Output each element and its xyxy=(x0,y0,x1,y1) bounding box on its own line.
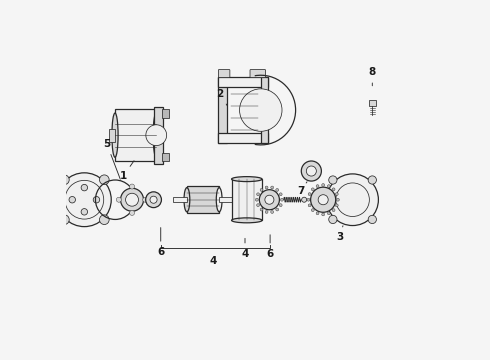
Text: 6: 6 xyxy=(157,228,164,257)
Circle shape xyxy=(368,215,376,224)
FancyBboxPatch shape xyxy=(219,69,230,78)
Circle shape xyxy=(121,188,144,211)
Ellipse shape xyxy=(112,113,118,157)
Ellipse shape xyxy=(153,113,159,157)
Circle shape xyxy=(65,180,104,219)
Bar xyxy=(368,100,376,106)
Bar xyxy=(218,77,269,87)
Bar xyxy=(162,153,169,161)
Circle shape xyxy=(265,211,268,213)
Bar xyxy=(109,129,115,141)
Circle shape xyxy=(332,209,335,212)
Circle shape xyxy=(143,197,148,202)
Text: 1: 1 xyxy=(120,161,134,181)
Circle shape xyxy=(308,193,311,195)
Circle shape xyxy=(265,195,274,204)
Circle shape xyxy=(129,210,135,215)
Circle shape xyxy=(99,175,109,185)
Text: 3: 3 xyxy=(337,226,343,242)
Circle shape xyxy=(265,186,268,189)
Circle shape xyxy=(257,204,260,207)
Bar xyxy=(218,133,269,143)
Text: 6: 6 xyxy=(267,235,274,258)
Text: 7: 7 xyxy=(297,182,307,196)
Circle shape xyxy=(59,175,69,185)
Circle shape xyxy=(322,184,324,186)
Bar xyxy=(261,77,269,143)
Circle shape xyxy=(337,198,339,201)
Bar xyxy=(219,197,237,202)
Circle shape xyxy=(318,195,328,205)
Circle shape xyxy=(129,184,135,189)
Circle shape xyxy=(332,188,335,191)
Text: 8: 8 xyxy=(368,67,376,86)
Circle shape xyxy=(307,198,310,201)
Circle shape xyxy=(302,197,307,202)
Circle shape xyxy=(259,190,279,210)
Circle shape xyxy=(308,204,311,207)
Circle shape xyxy=(59,215,69,225)
Text: 4: 4 xyxy=(241,238,249,258)
Ellipse shape xyxy=(216,188,222,212)
Circle shape xyxy=(306,166,317,176)
Circle shape xyxy=(57,173,111,226)
Circle shape xyxy=(125,193,139,206)
Ellipse shape xyxy=(232,218,262,223)
Circle shape xyxy=(327,212,330,215)
Circle shape xyxy=(329,176,337,184)
Circle shape xyxy=(146,192,161,208)
Circle shape xyxy=(327,185,330,188)
Circle shape xyxy=(276,189,279,192)
Circle shape xyxy=(301,161,321,181)
Circle shape xyxy=(280,198,283,201)
Text: 5: 5 xyxy=(103,139,120,179)
Circle shape xyxy=(93,197,99,203)
Circle shape xyxy=(255,198,258,201)
Circle shape xyxy=(368,176,376,184)
Ellipse shape xyxy=(232,177,262,181)
Circle shape xyxy=(271,186,273,189)
Circle shape xyxy=(99,215,109,225)
FancyBboxPatch shape xyxy=(250,69,266,78)
Circle shape xyxy=(311,187,336,212)
Bar xyxy=(187,186,219,213)
Circle shape xyxy=(322,213,324,216)
Circle shape xyxy=(69,197,75,203)
Circle shape xyxy=(279,193,282,196)
Circle shape xyxy=(276,208,279,211)
Circle shape xyxy=(335,204,338,207)
Circle shape xyxy=(279,204,282,207)
Text: 4: 4 xyxy=(209,256,217,266)
Circle shape xyxy=(116,197,122,202)
Circle shape xyxy=(237,193,251,207)
Bar xyxy=(154,107,164,164)
Circle shape xyxy=(150,196,157,203)
Circle shape xyxy=(336,183,369,216)
Bar xyxy=(232,179,262,220)
Circle shape xyxy=(329,215,337,224)
Circle shape xyxy=(146,125,167,145)
Circle shape xyxy=(81,184,88,191)
Bar xyxy=(172,197,187,202)
Bar xyxy=(218,77,227,143)
Circle shape xyxy=(257,193,260,196)
Circle shape xyxy=(260,208,263,211)
Circle shape xyxy=(335,193,338,195)
Circle shape xyxy=(316,212,319,215)
Bar xyxy=(115,109,156,161)
Circle shape xyxy=(311,188,314,191)
Bar xyxy=(162,109,169,118)
Circle shape xyxy=(271,211,273,213)
Circle shape xyxy=(316,185,319,188)
Text: 2: 2 xyxy=(216,89,227,106)
Circle shape xyxy=(327,174,378,226)
Circle shape xyxy=(81,208,88,215)
Circle shape xyxy=(260,189,263,192)
Circle shape xyxy=(311,209,314,212)
Circle shape xyxy=(240,89,282,131)
Ellipse shape xyxy=(184,188,190,212)
